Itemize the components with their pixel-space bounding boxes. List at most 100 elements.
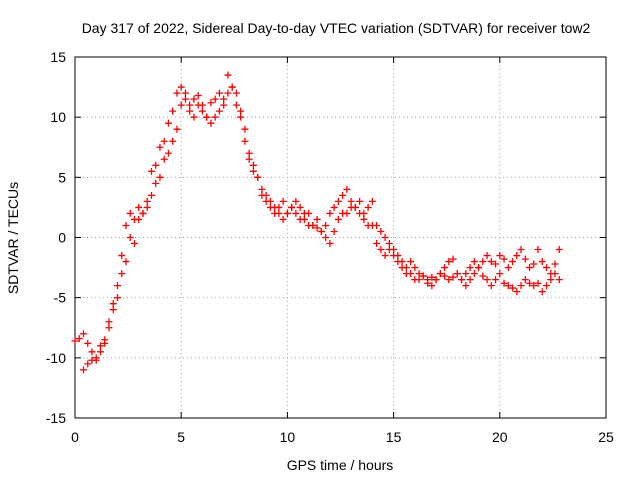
data-point bbox=[513, 252, 521, 260]
x-tick-label: 5 bbox=[177, 429, 185, 445]
data-point bbox=[232, 89, 240, 97]
data-point bbox=[449, 255, 457, 263]
data-point bbox=[292, 197, 300, 205]
y-tick-label: 10 bbox=[50, 109, 66, 125]
data-point bbox=[143, 197, 151, 205]
data-point bbox=[551, 260, 559, 268]
data-point bbox=[228, 83, 236, 91]
data-point bbox=[79, 330, 87, 338]
data-point bbox=[415, 276, 423, 284]
data-point bbox=[470, 258, 478, 266]
data-point bbox=[381, 234, 389, 241]
data-point bbox=[126, 209, 134, 217]
data-point bbox=[198, 107, 206, 115]
x-tick-label: 25 bbox=[598, 429, 614, 445]
data-point bbox=[339, 191, 347, 199]
data-point bbox=[526, 264, 534, 272]
data-point bbox=[373, 240, 381, 248]
data-point bbox=[322, 221, 330, 229]
data-point bbox=[296, 203, 304, 211]
data-point bbox=[313, 224, 321, 232]
data-point bbox=[368, 197, 376, 205]
data-point bbox=[479, 272, 487, 280]
data-point bbox=[237, 107, 245, 115]
data-point bbox=[181, 89, 189, 97]
chart-title: Day 317 of 2022, Sidereal Day-to-day VTE… bbox=[82, 20, 591, 36]
data-point bbox=[538, 288, 546, 296]
data-point bbox=[84, 360, 92, 368]
data-point bbox=[445, 258, 453, 266]
data-point bbox=[118, 252, 126, 260]
data-point bbox=[194, 101, 202, 109]
data-point bbox=[415, 270, 423, 278]
data-point bbox=[534, 279, 542, 287]
data-point bbox=[220, 95, 228, 103]
data-point bbox=[538, 258, 546, 266]
data-point bbox=[130, 215, 138, 223]
data-points bbox=[71, 71, 563, 374]
data-point bbox=[186, 101, 194, 109]
data-point bbox=[296, 215, 304, 223]
data-point bbox=[279, 197, 287, 205]
data-point bbox=[555, 276, 563, 284]
data-point bbox=[487, 258, 495, 266]
data-point bbox=[271, 203, 279, 211]
data-point bbox=[479, 258, 487, 266]
data-point bbox=[122, 221, 130, 229]
data-point bbox=[462, 270, 470, 278]
data-point bbox=[292, 209, 300, 217]
data-point bbox=[300, 209, 308, 217]
data-point bbox=[262, 197, 270, 205]
data-point bbox=[496, 252, 504, 260]
data-point bbox=[347, 197, 355, 205]
data-point bbox=[313, 215, 321, 223]
y-tick-label: 0 bbox=[58, 230, 66, 246]
data-point bbox=[241, 125, 249, 133]
data-point bbox=[249, 161, 257, 169]
data-point bbox=[330, 227, 338, 235]
data-point bbox=[177, 83, 185, 91]
data-point bbox=[517, 246, 525, 254]
data-point bbox=[407, 258, 415, 266]
data-point bbox=[543, 264, 551, 272]
data-point bbox=[156, 173, 164, 181]
data-point bbox=[109, 300, 117, 308]
data-point bbox=[398, 264, 406, 272]
data-point bbox=[96, 342, 104, 350]
data-point bbox=[177, 101, 185, 109]
data-point bbox=[147, 191, 155, 199]
y-tick-label: -15 bbox=[46, 410, 66, 426]
data-point bbox=[381, 252, 389, 260]
data-point bbox=[462, 282, 470, 290]
data-point bbox=[173, 89, 181, 97]
data-point bbox=[543, 282, 551, 290]
data-point bbox=[135, 203, 143, 211]
data-point bbox=[509, 284, 517, 292]
data-point bbox=[504, 264, 512, 272]
data-point bbox=[483, 252, 491, 260]
data-point bbox=[504, 282, 512, 290]
data-point bbox=[288, 203, 296, 211]
data-point bbox=[526, 279, 534, 287]
data-point bbox=[326, 240, 334, 248]
data-point bbox=[215, 107, 223, 115]
data-point bbox=[470, 270, 478, 278]
data-point bbox=[190, 95, 198, 103]
y-tick-label: 15 bbox=[50, 49, 66, 65]
data-point bbox=[203, 113, 211, 121]
data-point bbox=[492, 276, 500, 284]
data-point bbox=[368, 221, 376, 229]
data-point bbox=[521, 276, 529, 284]
data-point bbox=[475, 264, 483, 272]
data-point bbox=[411, 264, 419, 272]
data-point bbox=[126, 234, 134, 241]
data-point bbox=[394, 258, 402, 266]
data-point bbox=[160, 155, 168, 163]
data-point bbox=[258, 185, 266, 193]
data-point bbox=[152, 161, 160, 169]
data-point bbox=[190, 113, 198, 121]
data-point bbox=[113, 282, 121, 290]
data-point bbox=[360, 209, 368, 217]
data-point bbox=[105, 324, 113, 332]
